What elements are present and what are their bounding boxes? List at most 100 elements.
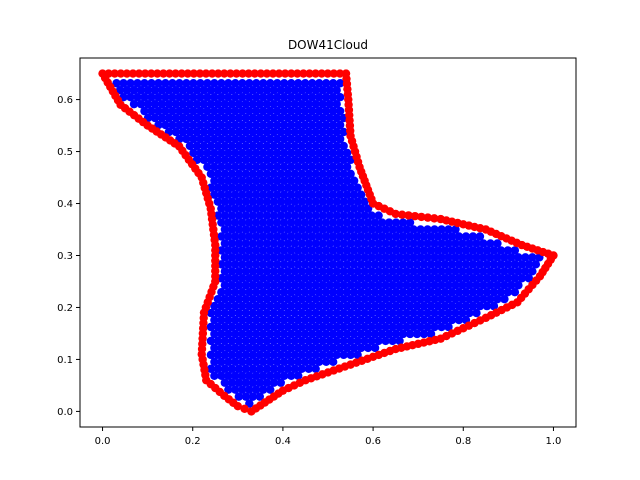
interior-point bbox=[377, 232, 387, 241]
interior-point bbox=[294, 301, 303, 311]
interior-point bbox=[248, 113, 258, 123]
interior-point bbox=[405, 301, 415, 311]
interior-point bbox=[356, 329, 366, 339]
interior-point bbox=[322, 274, 331, 283]
interior-point bbox=[318, 253, 327, 262]
interior-point bbox=[220, 197, 230, 206]
interior-point bbox=[245, 260, 254, 269]
interior-point bbox=[437, 294, 446, 304]
interior-point bbox=[395, 253, 404, 262]
interior-point bbox=[280, 218, 289, 227]
x-tick-label: 0.2 bbox=[185, 436, 201, 447]
interior-point bbox=[227, 378, 237, 387]
interior-point bbox=[335, 79, 345, 88]
interior-point bbox=[402, 308, 411, 318]
interior-point bbox=[266, 106, 275, 116]
interior-point bbox=[213, 308, 223, 318]
interior-point bbox=[503, 274, 513, 283]
interior-point bbox=[322, 218, 331, 227]
interior-point bbox=[273, 246, 282, 255]
interior-point bbox=[248, 322, 258, 332]
interior-point bbox=[294, 120, 303, 130]
interior-point bbox=[168, 120, 177, 130]
interior-point bbox=[287, 357, 296, 367]
interior-point bbox=[322, 246, 331, 255]
interior-point bbox=[342, 204, 352, 213]
interior-point bbox=[395, 294, 404, 304]
interior-point bbox=[402, 225, 411, 234]
interior-point bbox=[363, 315, 373, 325]
interior-point bbox=[252, 134, 261, 144]
interior-point bbox=[486, 281, 495, 290]
interior-point bbox=[234, 336, 244, 346]
interior-point bbox=[356, 246, 366, 255]
interior-point bbox=[280, 92, 289, 102]
interior-point bbox=[342, 190, 352, 199]
interior-point bbox=[269, 183, 278, 192]
interior-point bbox=[276, 267, 285, 276]
interior-point bbox=[238, 79, 247, 88]
interior-point bbox=[395, 239, 404, 248]
interior-point bbox=[433, 274, 443, 283]
interior-point bbox=[175, 106, 184, 116]
interior-point bbox=[377, 246, 387, 255]
interior-point bbox=[157, 113, 167, 123]
boundary-point bbox=[116, 69, 126, 78]
interior-point bbox=[262, 225, 271, 234]
interior-point bbox=[325, 294, 334, 304]
interior-point bbox=[199, 86, 209, 95]
interior-point bbox=[217, 218, 226, 227]
interior-point bbox=[322, 315, 331, 325]
interior-point bbox=[203, 106, 212, 116]
interior-point bbox=[353, 211, 362, 220]
boundary-point bbox=[153, 69, 162, 78]
interior-point bbox=[335, 204, 345, 213]
interior-point bbox=[451, 308, 460, 318]
interior-point bbox=[475, 260, 485, 269]
interior-point bbox=[276, 294, 285, 304]
interior-point bbox=[192, 113, 202, 123]
interior-point bbox=[322, 92, 331, 102]
interior-point bbox=[276, 99, 285, 109]
interior-point bbox=[227, 169, 237, 178]
interior-point bbox=[231, 329, 240, 339]
interior-point bbox=[245, 120, 254, 130]
interior-point bbox=[332, 322, 341, 332]
interior-point bbox=[402, 239, 411, 248]
interior-point bbox=[440, 260, 450, 269]
interior-point bbox=[199, 141, 209, 151]
boundary-point bbox=[244, 69, 253, 78]
interior-point bbox=[273, 218, 282, 227]
interior-point bbox=[283, 281, 292, 290]
interior-point bbox=[304, 239, 313, 248]
interior-point bbox=[273, 148, 282, 158]
interior-point bbox=[328, 176, 338, 185]
x-tick-label: 0.4 bbox=[275, 436, 291, 447]
interior-point bbox=[280, 343, 289, 353]
interior-point bbox=[220, 86, 230, 95]
interior-point bbox=[245, 218, 254, 227]
interior-point bbox=[297, 225, 306, 234]
interior-point bbox=[259, 357, 268, 367]
interior-point bbox=[444, 308, 453, 318]
interior-point bbox=[269, 308, 278, 318]
interior-point bbox=[437, 225, 446, 234]
interior-point bbox=[262, 253, 271, 262]
interior-point bbox=[241, 211, 251, 220]
interior-point bbox=[196, 79, 205, 88]
interior-point bbox=[224, 315, 233, 325]
interior-point bbox=[294, 148, 303, 158]
interior-point bbox=[391, 246, 401, 255]
interior-point bbox=[150, 99, 160, 109]
interior-point bbox=[273, 329, 282, 339]
boundary-point bbox=[177, 69, 186, 78]
interior-point bbox=[332, 253, 341, 262]
interior-point bbox=[322, 134, 331, 144]
interior-point bbox=[276, 113, 285, 123]
interior-point bbox=[500, 253, 509, 262]
interior-point bbox=[479, 253, 488, 262]
interior-point bbox=[248, 253, 258, 262]
interior-point bbox=[437, 322, 446, 332]
interior-point bbox=[231, 232, 240, 241]
interior-point bbox=[224, 371, 233, 380]
